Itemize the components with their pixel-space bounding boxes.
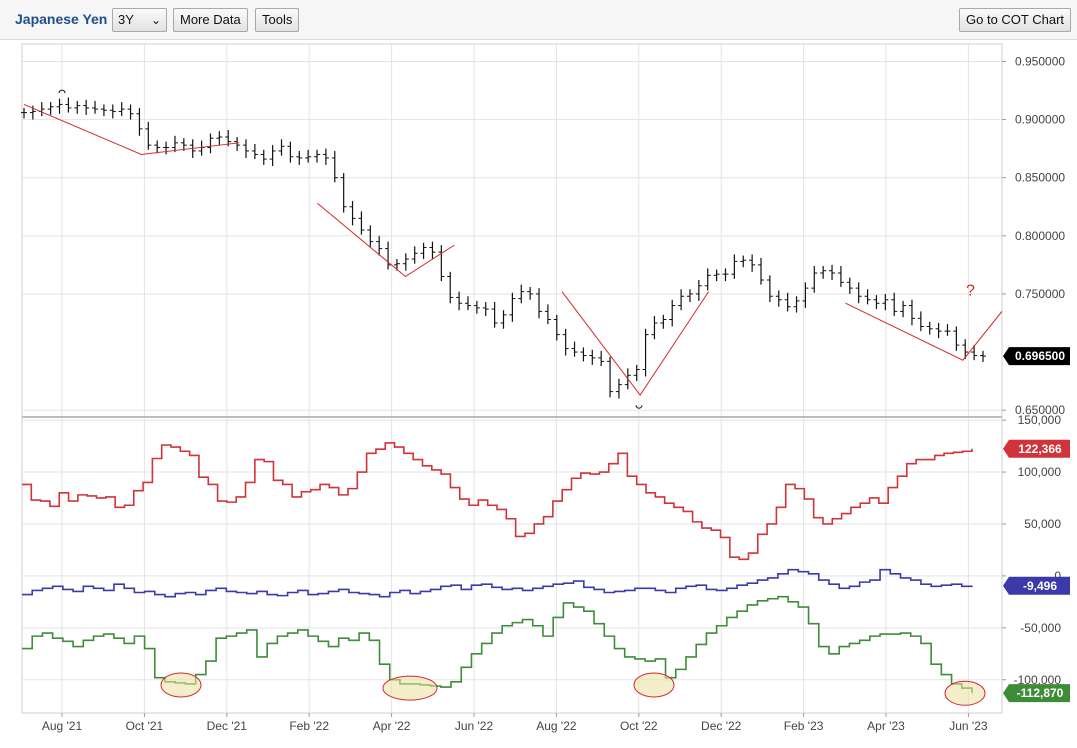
plot-frame: [21, 43, 1003, 714]
x-tick-label: Oct '22: [620, 719, 658, 733]
trendline: [23, 103, 240, 155]
cot-last-value-badge-0: [1003, 439, 1070, 458]
price-y-tick-label: 0.650000: [1015, 403, 1065, 417]
chart-toolbar: Japanese Yen 3Y ⌄ More Data Tools Go to …: [0, 0, 1077, 40]
trendline: [845, 302, 1003, 361]
price-pane: ?: [21, 89, 1003, 409]
tools-button[interactable]: Tools: [255, 8, 300, 32]
instrument-title: Japanese Yen: [15, 11, 108, 27]
range-select[interactable]: 3Y ⌄: [112, 8, 167, 32]
x-tick-label: Feb '22: [289, 719, 329, 733]
x-tick-label: Oct '21: [126, 719, 164, 733]
cot-y-tick-label: -50,000: [1020, 621, 1061, 635]
x-tick-label: Jun '23: [949, 719, 988, 733]
price-y-tick-label: 0.800000: [1015, 229, 1065, 243]
price-last-value-badge: [1003, 347, 1070, 366]
price-last-value-label: 0.696500: [1015, 349, 1065, 363]
range-select-value: 3Y: [118, 12, 134, 27]
x-tick-label: Feb '23: [784, 719, 824, 733]
cot-last-value-badge-1: [1003, 576, 1070, 595]
cot-series-line-0: [22, 442, 973, 561]
axes: Aug '21 Oct '21 Dec '21 Feb '22 Apr '22 Jun '…: [42, 54, 1066, 733]
cot-last-value-badge-2: [1003, 684, 1070, 703]
x-tick-label: Aug '22: [536, 719, 577, 733]
trendline: [561, 291, 710, 396]
highlight-ellipse-2: [633, 672, 675, 698]
value-labels: 0.696500 122,366 -9,496 -112,870: [1003, 347, 1070, 703]
highlight-ellipse-0: [160, 672, 202, 698]
go-to-cot-chart-button[interactable]: Go to COT Chart: [959, 8, 1072, 32]
price-y-tick-label: 0.850000: [1015, 171, 1065, 185]
swing-high-marker: [58, 89, 66, 94]
cot-pane: [22, 442, 986, 706]
cot-y-tick-label: 0: [1054, 569, 1061, 583]
price-y-tick-label: 0.900000: [1015, 113, 1065, 127]
cot-last-value-label-1: -9,496: [1023, 579, 1057, 593]
x-tick-label: Aug '21: [42, 719, 83, 733]
chevron-down-icon: ⌄: [150, 13, 161, 27]
chart-svg[interactable]: ? Aug '21 Oct '21 Dec '21 Feb '22 Apr '22 Jun…: [0, 40, 1077, 743]
x-tick-label: Apr '23: [867, 719, 905, 733]
grid-lines: [22, 44, 1002, 713]
price-y-tick-label: 0.950000: [1015, 54, 1065, 68]
cot-y-tick-label: 100,000: [1018, 465, 1062, 479]
trendline: [317, 202, 455, 278]
cot-last-value-label-2: -112,870: [1017, 686, 1064, 700]
chart-area[interactable]: ? Aug '21 Oct '21 Dec '21 Feb '22 Apr '22 Jun…: [0, 40, 1077, 743]
cot-y-tick-label: 50,000: [1024, 517, 1061, 531]
x-tick-label: Dec '21: [207, 719, 248, 733]
price-y-tick-label: 0.750000: [1015, 287, 1065, 301]
x-tick-label: Apr '22: [373, 719, 411, 733]
cot-last-value-label-0: 122,366: [1018, 442, 1062, 456]
cot-series-line-1: [22, 568, 973, 598]
cot-y-tick-label: 150,000: [1018, 413, 1062, 427]
highlight-ellipse-3: [944, 680, 986, 706]
x-tick-label: Dec '22: [701, 719, 742, 733]
highlight-ellipse-1: [382, 675, 438, 701]
swing-low-marker: [635, 405, 643, 409]
more-data-button[interactable]: More Data: [173, 8, 248, 32]
cot-y-tick-label: -100,000: [1014, 673, 1062, 687]
x-tick-label: Jun '22: [455, 719, 494, 733]
question-mark-annotation: ?: [966, 283, 975, 300]
